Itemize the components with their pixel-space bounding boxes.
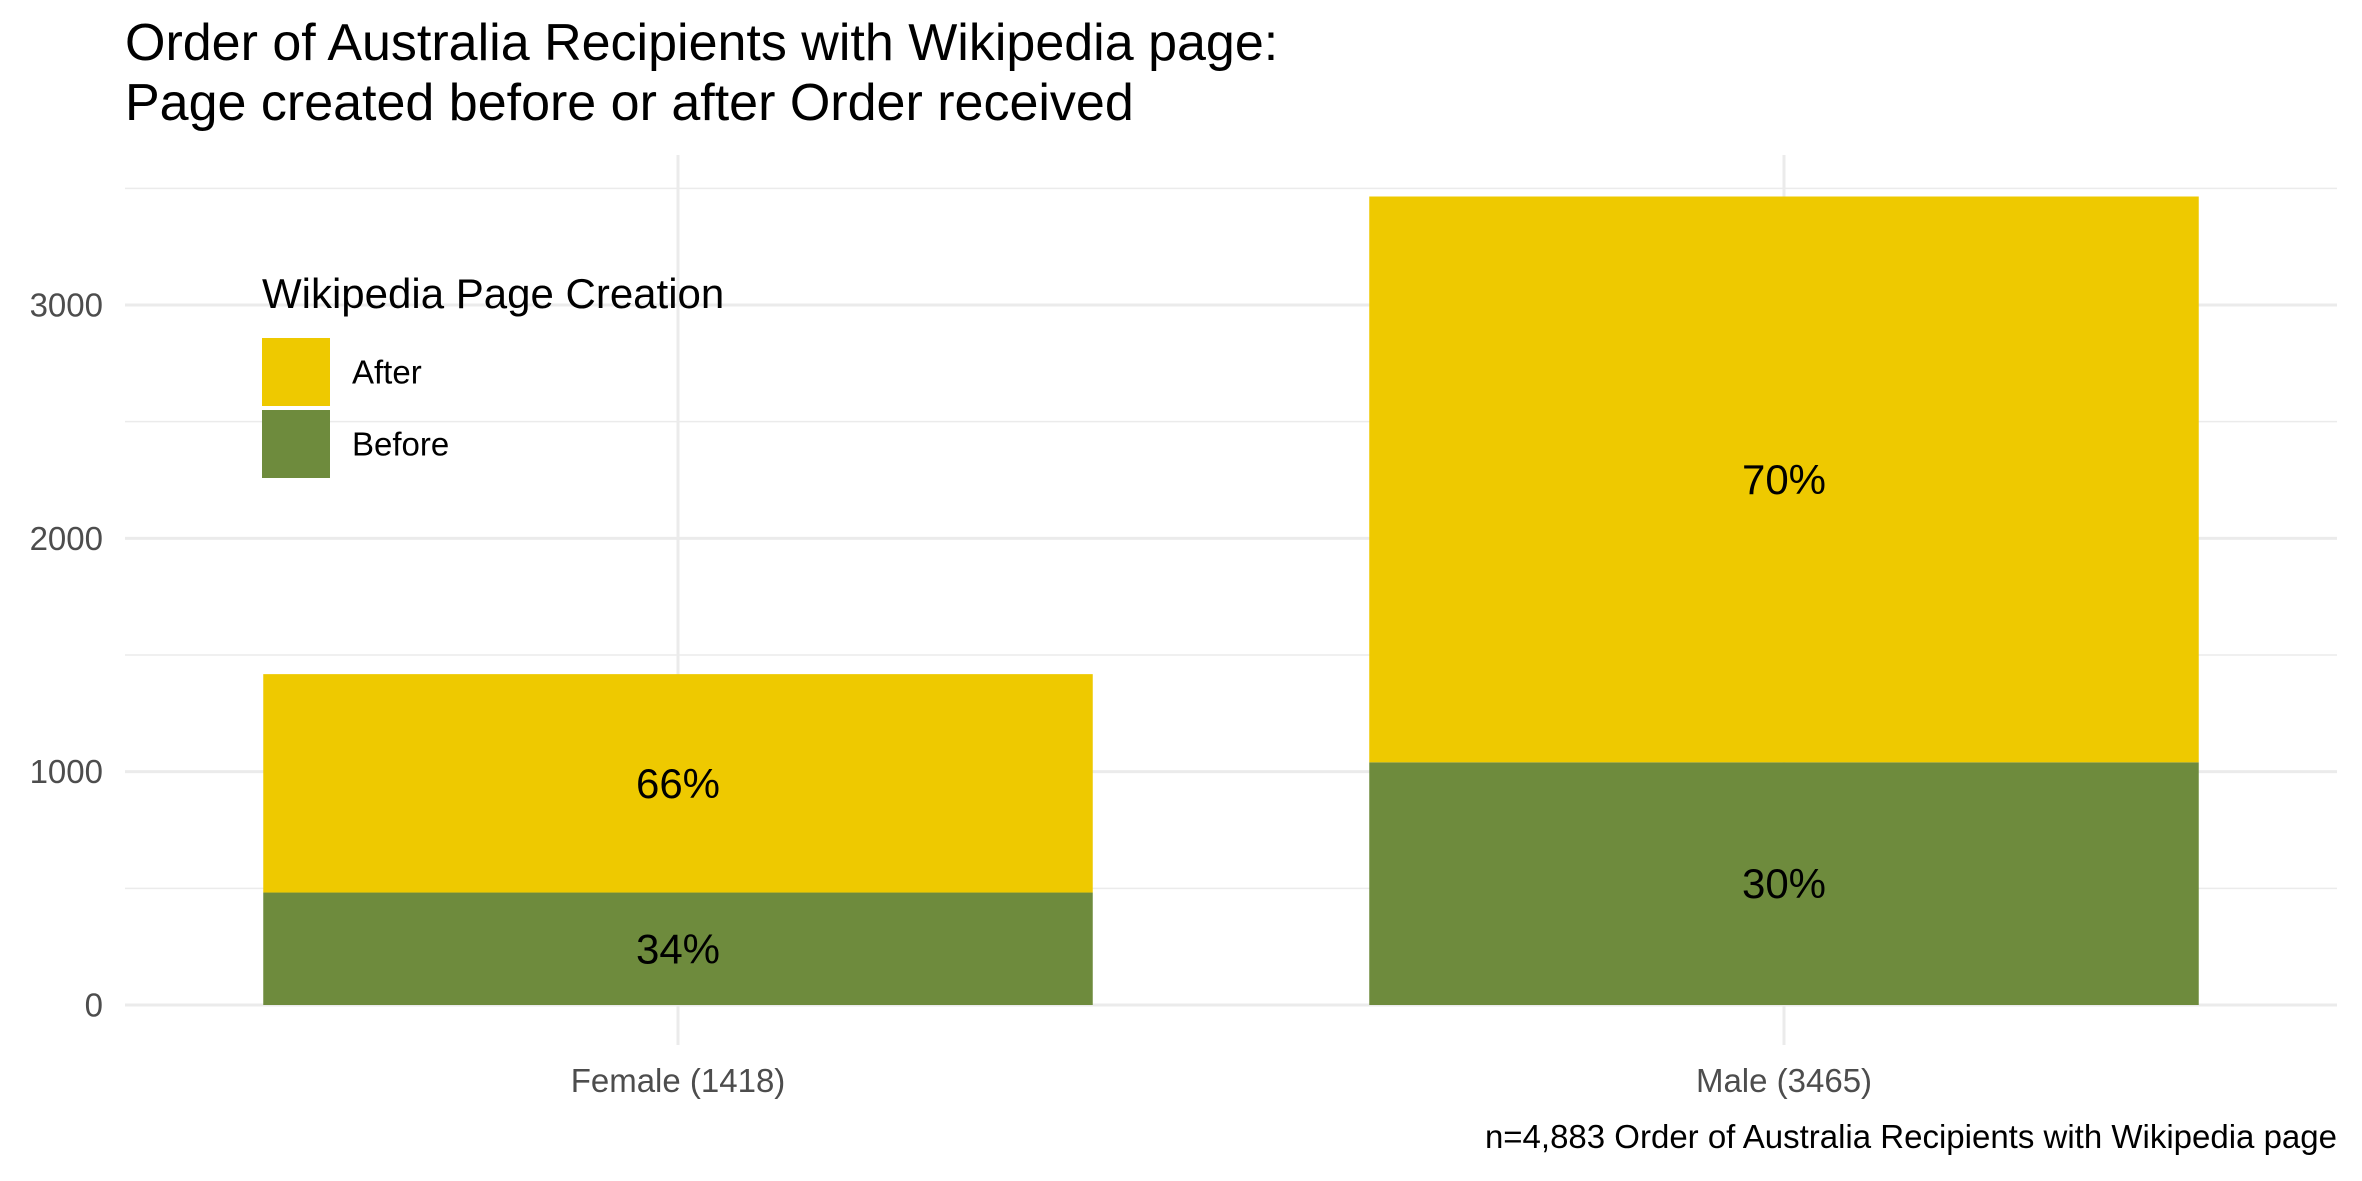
legend-title: Wikipedia Page Creation (262, 270, 724, 317)
legend-entries: After Before (262, 338, 449, 478)
y-tick-label: 2000 (30, 520, 103, 557)
bar-after-1 (1369, 196, 2199, 763)
x-tick-label: Male (3465) (1696, 1062, 1872, 1099)
bar-label-after-1: 70% (1742, 456, 1826, 503)
legend-label-after: After (352, 354, 422, 391)
chart-title-line-1: Order of Australia Recipients with Wikip… (125, 14, 1278, 72)
bars-layer (263, 196, 2199, 1005)
bar-labels-layer: 34% 66% 30% 70% (636, 456, 1826, 972)
bar-after-0 (263, 674, 1093, 893)
y-tick-label: 3000 (30, 287, 103, 324)
y-axis: 0 1000 2000 3000 (30, 287, 103, 1024)
chart-title-line-2: Page created before or after Order recei… (125, 74, 1134, 132)
x-tick-label: Female (1418) (571, 1062, 786, 1099)
legend-key-after (262, 338, 330, 406)
bar-label-after-0: 66% (636, 760, 720, 807)
bar-before-0 (263, 892, 1093, 1005)
chart-caption: n=4,883 Order of Australia Recipients wi… (1485, 1118, 2337, 1155)
x-axis: Female (1418) Male (3465) (571, 1062, 1872, 1099)
legend: Wikipedia Page Creation After Before (262, 270, 724, 478)
y-tick-label: 0 (85, 987, 103, 1024)
legend-label-before: Before (352, 426, 449, 463)
bar-label-before-0: 34% (636, 925, 720, 972)
bar-label-before-1: 30% (1742, 860, 1826, 907)
legend-key-before (262, 410, 330, 478)
y-tick-label: 1000 (30, 753, 103, 790)
chart-title: Order of Australia Recipients with Wikip… (125, 14, 1278, 132)
bar-before-1 (1369, 762, 2199, 1005)
